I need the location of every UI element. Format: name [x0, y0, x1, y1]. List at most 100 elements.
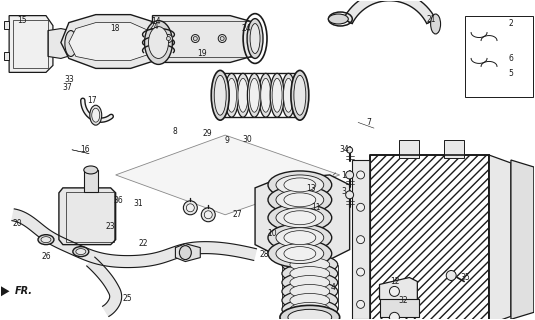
Ellipse shape — [261, 78, 271, 112]
Ellipse shape — [249, 78, 259, 112]
Circle shape — [357, 171, 364, 179]
Ellipse shape — [290, 284, 330, 298]
Text: 36: 36 — [113, 196, 123, 205]
Text: 22: 22 — [139, 239, 148, 248]
Text: 27: 27 — [233, 210, 242, 219]
Circle shape — [346, 171, 354, 179]
Circle shape — [347, 147, 353, 153]
Text: 25: 25 — [123, 294, 132, 303]
Ellipse shape — [282, 291, 338, 310]
Circle shape — [357, 236, 364, 244]
Polygon shape — [351, 160, 370, 319]
Ellipse shape — [76, 249, 86, 255]
Ellipse shape — [284, 193, 316, 207]
Text: 26: 26 — [41, 252, 51, 261]
Polygon shape — [12, 209, 256, 268]
Ellipse shape — [284, 231, 316, 244]
Ellipse shape — [247, 19, 263, 59]
Ellipse shape — [282, 282, 338, 301]
Bar — [465, 16, 533, 97]
Ellipse shape — [268, 224, 332, 252]
Text: 23: 23 — [105, 222, 114, 231]
Ellipse shape — [41, 237, 51, 243]
Ellipse shape — [213, 73, 227, 117]
Text: 13: 13 — [306, 184, 316, 193]
Polygon shape — [0, 281, 10, 301]
Circle shape — [218, 35, 226, 43]
Polygon shape — [87, 257, 121, 316]
Ellipse shape — [282, 300, 338, 319]
Text: 32: 32 — [398, 296, 408, 305]
Ellipse shape — [288, 309, 332, 320]
Ellipse shape — [268, 171, 332, 199]
Ellipse shape — [290, 258, 330, 271]
Text: 30: 30 — [242, 135, 251, 144]
Polygon shape — [255, 175, 350, 260]
Ellipse shape — [236, 73, 250, 117]
Ellipse shape — [149, 27, 169, 59]
Polygon shape — [48, 28, 71, 59]
Ellipse shape — [214, 76, 226, 115]
Text: 1: 1 — [341, 171, 346, 180]
Ellipse shape — [284, 178, 316, 192]
Bar — [444, 140, 464, 158]
Text: 33: 33 — [64, 75, 74, 84]
Ellipse shape — [238, 78, 248, 112]
Text: 11: 11 — [311, 203, 320, 212]
Ellipse shape — [282, 273, 338, 292]
Ellipse shape — [276, 190, 324, 210]
Polygon shape — [379, 277, 417, 304]
Ellipse shape — [276, 175, 324, 195]
Ellipse shape — [290, 302, 330, 316]
Ellipse shape — [268, 186, 332, 214]
Circle shape — [220, 36, 224, 41]
Text: 7: 7 — [366, 118, 371, 127]
Polygon shape — [152, 16, 255, 62]
Bar — [379, 300, 419, 317]
Text: 5: 5 — [508, 69, 513, 78]
Ellipse shape — [328, 14, 348, 24]
Ellipse shape — [280, 305, 340, 320]
Text: 17: 17 — [87, 96, 97, 105]
Ellipse shape — [281, 73, 295, 117]
Ellipse shape — [284, 211, 316, 225]
Bar — [370, 155, 489, 320]
Ellipse shape — [90, 105, 102, 125]
Polygon shape — [59, 188, 116, 244]
Circle shape — [193, 36, 197, 41]
Ellipse shape — [144, 20, 172, 64]
Circle shape — [357, 203, 364, 211]
Ellipse shape — [38, 235, 54, 244]
Polygon shape — [511, 160, 534, 319]
Circle shape — [201, 208, 215, 222]
Text: 20: 20 — [13, 219, 22, 228]
Ellipse shape — [276, 244, 324, 264]
Ellipse shape — [290, 267, 330, 280]
Ellipse shape — [290, 276, 330, 289]
Polygon shape — [489, 155, 511, 320]
Ellipse shape — [272, 78, 282, 112]
Ellipse shape — [247, 73, 261, 117]
Bar — [370, 155, 489, 320]
Text: FR.: FR. — [14, 286, 33, 296]
Ellipse shape — [282, 264, 338, 284]
Bar — [158, 20, 253, 58]
Circle shape — [389, 286, 400, 296]
Text: 24: 24 — [242, 24, 251, 33]
Text: 19: 19 — [197, 49, 207, 58]
Ellipse shape — [227, 78, 236, 112]
Bar — [400, 140, 419, 158]
Text: 24: 24 — [149, 22, 159, 31]
Ellipse shape — [92, 108, 100, 122]
Text: 8: 8 — [173, 127, 178, 136]
Circle shape — [446, 270, 456, 280]
Ellipse shape — [282, 255, 338, 275]
Polygon shape — [9, 16, 53, 72]
Text: 21: 21 — [426, 15, 435, 24]
Ellipse shape — [270, 73, 284, 117]
Bar — [66, 192, 113, 242]
Bar — [84, 170, 98, 192]
Polygon shape — [343, 0, 435, 24]
Text: 28: 28 — [259, 251, 269, 260]
Ellipse shape — [215, 78, 225, 112]
